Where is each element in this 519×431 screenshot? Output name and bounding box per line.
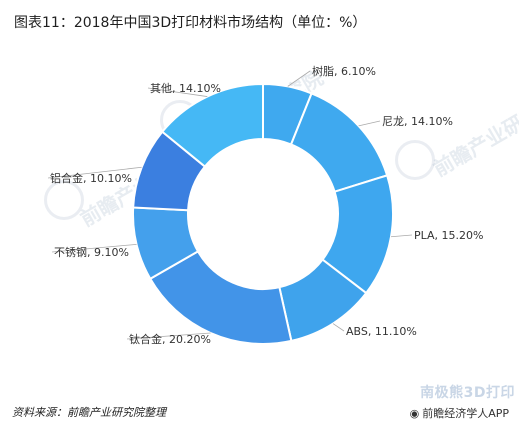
leader-line-7 [147, 87, 208, 97]
app-credit-label: 前瞻经济学人APP [422, 407, 509, 420]
leader-line-5 [51, 243, 137, 253]
data-label-2: PLA, 15.20% [414, 229, 483, 242]
data-label-3: ABS, 11.10% [346, 325, 417, 338]
leader-line-1 [358, 120, 381, 127]
source-note: 资料来源：前瞻产业研究院整理 [12, 406, 166, 419]
app-logo-icon: ◉ [409, 406, 420, 420]
leader-line-3 [332, 323, 345, 332]
data-label-7: 其他, 14.10% [150, 82, 221, 95]
donut-slice-1 [289, 92, 389, 193]
brand-watermark: 南极熊3D打印 [420, 385, 515, 401]
leader-line-2 [390, 234, 413, 238]
leader-line-6 [47, 166, 142, 179]
chart-title: 图表11：2018年中国3D打印材料市场结构（单位：%） [14, 15, 367, 31]
leader-line-0 [287, 70, 311, 87]
data-label-5: 不锈钢, 9.10% [54, 246, 129, 259]
data-label-1: 尼龙, 14.10% [382, 115, 453, 128]
leader-line-4 [126, 332, 211, 340]
data-label-0: 树脂, 6.10% [312, 64, 376, 78]
data-label-6: 铝合金, 10.10% [50, 171, 132, 185]
app-credit: ◉ 前瞻经济学人APP [410, 405, 509, 421]
donut-slice-7 [160, 82, 264, 168]
data-label-4: 钛合金, 20.20% [129, 332, 211, 346]
